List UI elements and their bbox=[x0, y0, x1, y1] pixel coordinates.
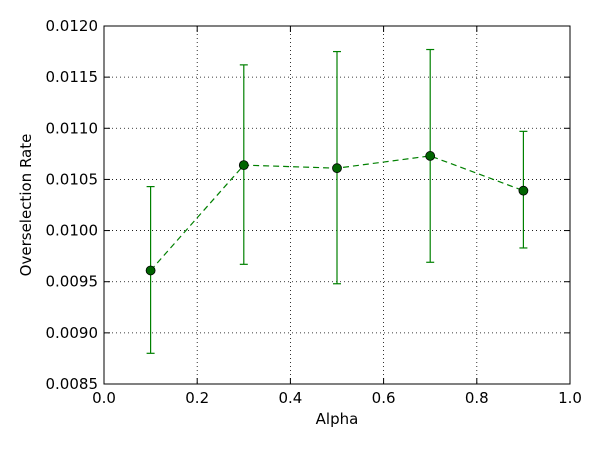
data-point bbox=[238, 160, 249, 171]
x-tick-label: 0.0 bbox=[92, 389, 116, 407]
y-tick-label: 0.0110 bbox=[46, 119, 99, 137]
x-tick-label: 1.0 bbox=[558, 389, 582, 407]
data-point bbox=[145, 265, 156, 276]
series-layer bbox=[145, 48, 529, 354]
plot-frame bbox=[103, 25, 571, 385]
y-tick-label: 0.0115 bbox=[46, 68, 99, 86]
y-axis-label: Overselection Rate bbox=[17, 134, 35, 277]
data-point bbox=[518, 185, 529, 196]
x-tick-label: 0.2 bbox=[185, 389, 209, 407]
y-tick-label: 0.0100 bbox=[46, 222, 99, 240]
data-point bbox=[425, 151, 436, 161]
x-axis-label: Alpha bbox=[316, 410, 359, 428]
x-tick-label: 0.6 bbox=[372, 389, 396, 407]
y-tick-label: 0.0105 bbox=[46, 170, 99, 188]
x-tick-label: 0.8 bbox=[465, 389, 489, 407]
y-tick-label: 0.0095 bbox=[46, 273, 99, 291]
x-tick-label: 0.4 bbox=[278, 389, 302, 407]
y-tick-label: 0.0085 bbox=[46, 375, 99, 393]
y-tick-label: 0.0120 bbox=[46, 17, 99, 35]
axis-ticks: 0.0 0.2 0.4 0.6 0.8 1.0 0.0085 0.0090 0.0095 0.01… bbox=[46, 17, 582, 407]
data-point bbox=[332, 163, 342, 174]
y-tick-label: 0.0090 bbox=[46, 324, 99, 342]
